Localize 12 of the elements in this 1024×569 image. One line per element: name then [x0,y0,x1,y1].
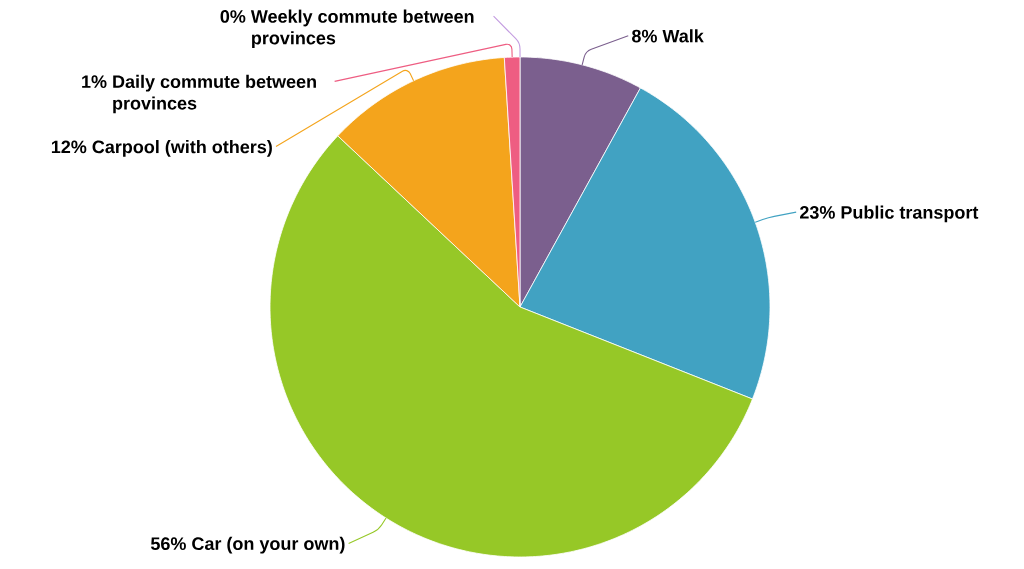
data-label: 8% [632,29,657,43]
legend-label: Weekly commute between provinces [250,9,474,48]
slice-label: Public transport [841,205,979,223]
data-label: 12% [51,140,87,154]
data-label: 1% [82,75,107,89]
data-label: 23% [800,206,835,219]
slice-label: Carpool (with others) [92,140,272,157]
slice-label: Walk [662,29,704,43]
text: 0% [220,10,246,23]
data-label: 56% [150,537,186,551]
slice-label: Car (on your own) [192,536,345,554]
slice-label: Daily commute between provinces [113,74,316,114]
